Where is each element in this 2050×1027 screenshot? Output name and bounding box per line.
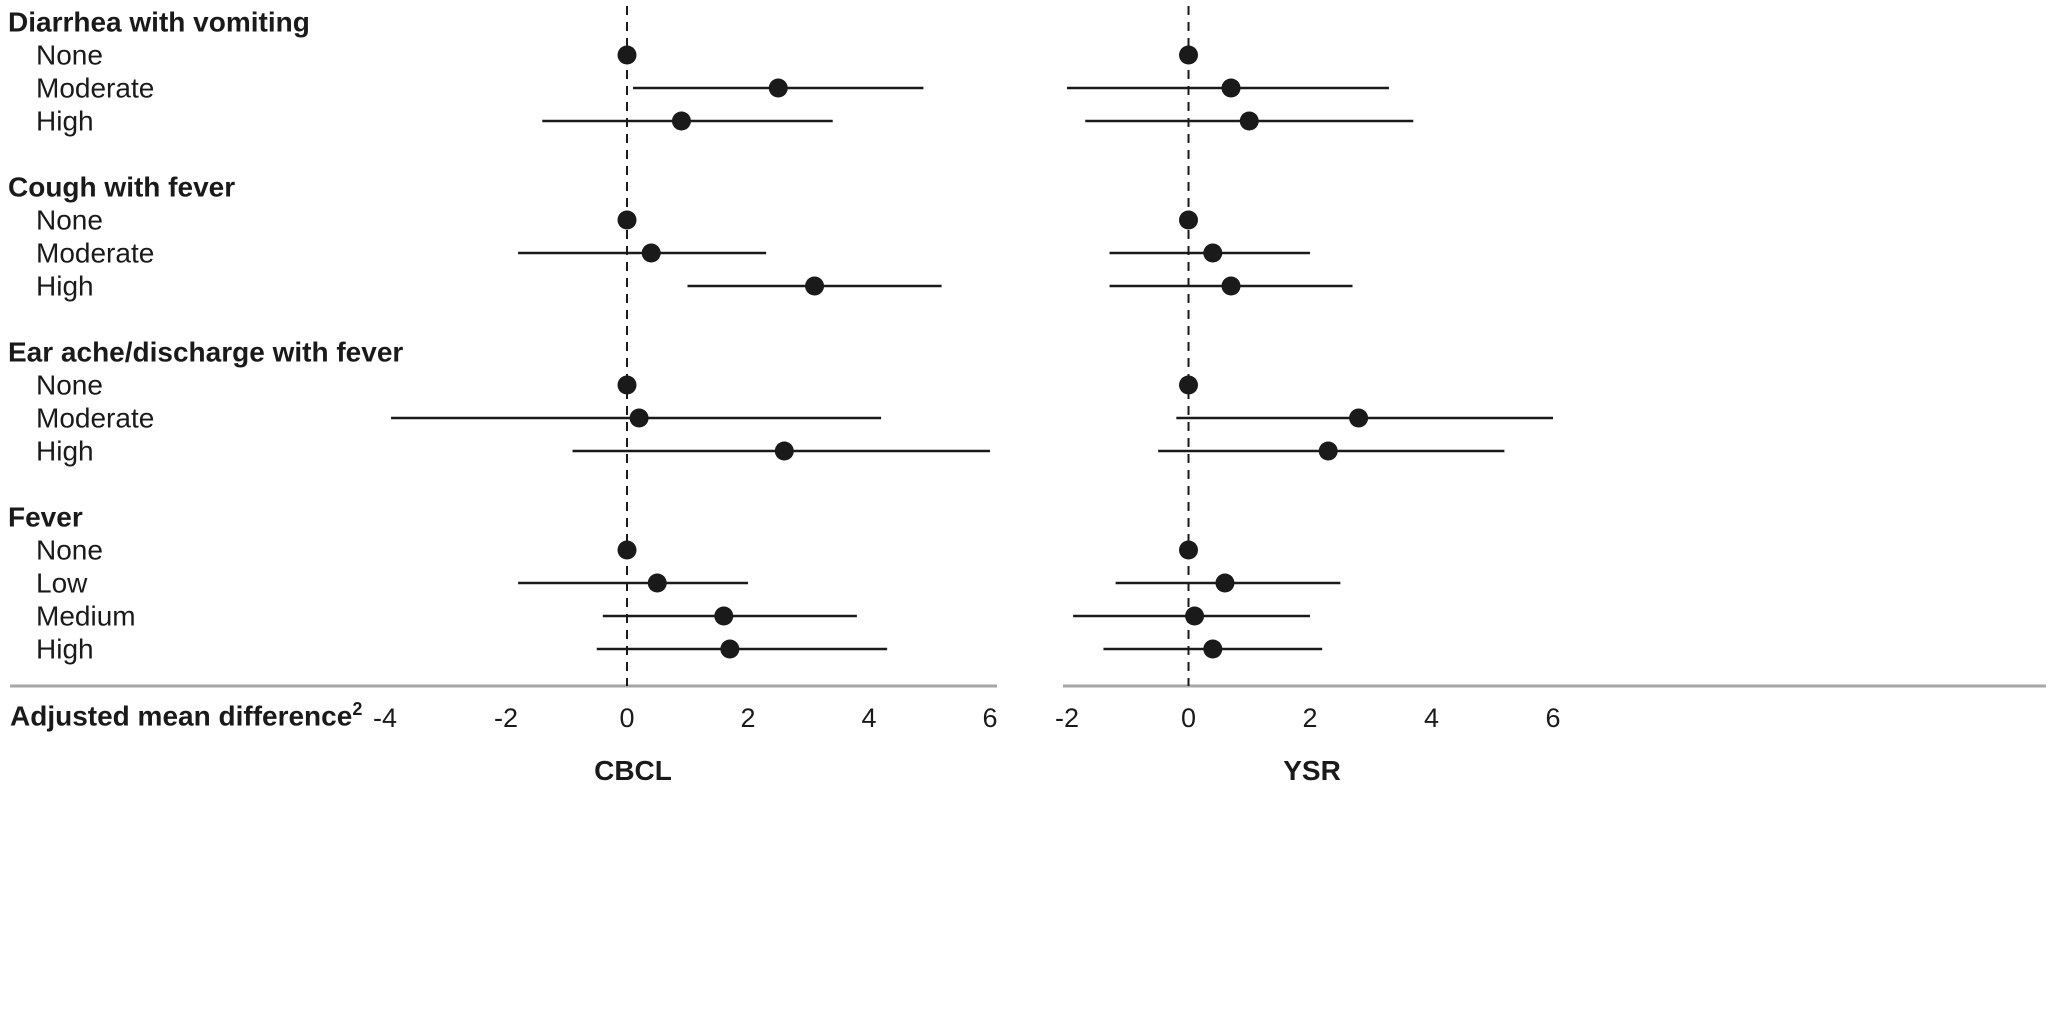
- row-label: High: [36, 634, 94, 665]
- row-label: Low: [36, 568, 88, 599]
- group-header-label: Diarrhea with vomiting: [8, 7, 310, 38]
- row-label: None: [36, 535, 103, 566]
- x-tick-label: -2: [494, 703, 518, 733]
- estimate-dot: [1203, 639, 1223, 659]
- estimate-dot: [1318, 441, 1338, 461]
- row-label: None: [36, 205, 103, 236]
- row-label: High: [36, 106, 94, 137]
- x-axis-label: Adjusted mean difference2: [10, 699, 362, 732]
- row-label: None: [36, 370, 103, 401]
- estimate-dot: [1179, 210, 1198, 230]
- estimate-dot: [1215, 573, 1235, 593]
- x-tick-label: -2: [1055, 703, 1079, 733]
- row-label: Moderate: [36, 238, 154, 269]
- estimate-dot: [1179, 45, 1198, 65]
- x-tick-label: 0: [1181, 703, 1196, 733]
- estimate-dot: [1179, 375, 1198, 395]
- estimate-dot: [1239, 111, 1259, 131]
- estimate-dot: [671, 111, 691, 131]
- row-label: Moderate: [36, 403, 154, 434]
- group-header-label: Cough with fever: [8, 172, 235, 203]
- estimate-dot: [647, 573, 667, 593]
- x-axis-label-superscript: 2: [352, 699, 363, 719]
- estimate-dot: [617, 540, 637, 560]
- estimate-dot: [1179, 540, 1198, 560]
- panel-title-cbcl: CBCL: [594, 755, 672, 786]
- group-header-label: Ear ache/discharge with fever: [8, 337, 403, 368]
- estimate-dot: [805, 276, 825, 296]
- x-axis-label-text: Adjusted mean difference: [10, 700, 353, 732]
- x-tick-label: -4: [373, 703, 397, 733]
- estimate-dot: [617, 210, 637, 230]
- estimate-dot: [774, 441, 794, 461]
- estimate-dot: [629, 408, 649, 428]
- estimate-dot: [1203, 243, 1223, 263]
- estimate-dot: [1221, 78, 1241, 98]
- x-tick-label: 2: [740, 703, 755, 733]
- x-tick-label: 4: [861, 703, 876, 733]
- estimate-dot: [768, 78, 788, 98]
- estimate-dot: [617, 375, 637, 395]
- group-header-label: Fever: [8, 502, 83, 533]
- estimate-dot: [641, 243, 661, 263]
- row-label: High: [36, 271, 94, 302]
- panel-title-ysr: YSR: [1283, 755, 1341, 786]
- row-label: Medium: [36, 601, 136, 632]
- x-tick-label: 0: [619, 703, 634, 733]
- x-tick-label: 4: [1424, 703, 1439, 733]
- x-tick-label: 6: [1545, 703, 1560, 733]
- estimate-dot: [714, 606, 734, 626]
- estimate-dot: [617, 45, 637, 65]
- estimate-dot: [1185, 606, 1205, 626]
- estimate-dot: [1349, 408, 1369, 428]
- row-label: None: [36, 40, 103, 71]
- x-tick-label: 2: [1302, 703, 1317, 733]
- x-tick-label: 6: [982, 703, 997, 733]
- row-label: High: [36, 436, 94, 467]
- estimate-dot: [1221, 276, 1241, 296]
- estimate-dot: [720, 639, 740, 659]
- row-label: Moderate: [36, 73, 154, 104]
